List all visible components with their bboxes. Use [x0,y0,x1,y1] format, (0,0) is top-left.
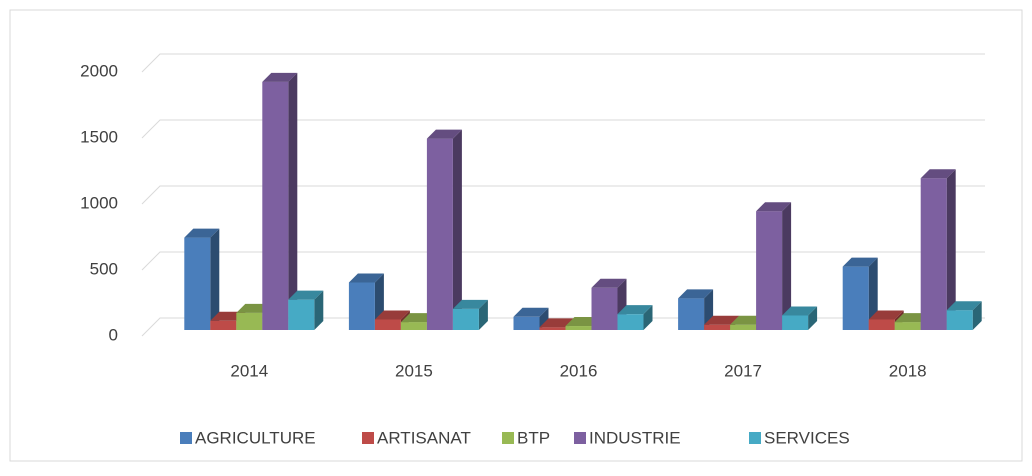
x-tick-label: 2014 [230,361,268,380]
legend-swatch [180,432,192,444]
bar-top [513,307,549,317]
bar [426,138,453,330]
grid-line [141,53,985,73]
bar-top [678,289,714,299]
y-tick-label: 500 [90,259,118,278]
x-tick-label: 2016 [560,361,598,380]
bar [210,320,237,330]
y-tick-label: 1500 [80,127,118,146]
bar [920,178,947,330]
bar-side [643,305,653,330]
y-tick-label: 2000 [80,61,118,80]
legend-label: ARTISANAT [377,428,471,447]
bar-top [842,257,878,267]
bar-top [426,129,462,139]
legend-swatch [749,432,761,444]
legend-label: SERVICES [764,428,850,447]
legend-swatch [362,432,374,444]
bar [894,322,921,330]
bar-top [452,299,488,309]
bar [591,287,618,330]
bar [678,298,705,330]
bar-top [184,228,220,238]
bar [782,315,809,330]
bar [868,319,895,330]
bar [374,319,401,330]
bar-top [704,315,740,325]
bar-side [288,72,298,330]
bar [756,211,783,330]
bar-top [288,290,324,300]
bar [842,266,869,330]
grid-line [141,119,985,139]
bar-top [262,72,298,82]
bar [539,327,566,330]
chart-frame [9,9,1023,462]
bar-side [314,290,324,330]
bar-side [452,129,462,330]
x-tick-label: 2015 [395,361,433,380]
bar [452,308,479,330]
bar-side [539,307,549,330]
bar-top [920,169,956,179]
bar [288,299,315,330]
y-tick-label: 0 [109,325,118,344]
legend-swatch [502,432,514,444]
bar [513,316,540,330]
legend-label: BTP [517,428,550,447]
bar-side [868,257,878,330]
bar [730,324,757,330]
bar [400,322,427,330]
bar-top [539,318,575,328]
bar [946,310,973,330]
bar-top [374,310,410,320]
bar [617,314,644,330]
bar-side [972,301,982,330]
bar-top [617,305,653,315]
grid-line [141,251,985,271]
bar-side [782,202,792,330]
bar-top [868,310,904,320]
bar-top [782,306,818,316]
bar [704,324,731,330]
grid-line [141,185,985,205]
bar-side [808,306,818,330]
bar-side [210,228,220,330]
bar-side [946,169,956,330]
bar [348,282,375,330]
bar [565,326,592,330]
bar-side [478,299,488,330]
y-tick-label: 1000 [80,193,118,212]
x-tick-label: 2017 [724,361,762,380]
bar-top [756,202,792,212]
legend-swatch [574,432,586,444]
x-tick-label: 2018 [889,361,927,380]
bar [184,237,211,330]
legend-label: AGRICULTURE [195,428,316,447]
bar-top [348,273,384,283]
bar [236,312,263,330]
bar-top [946,301,982,311]
bar [262,81,289,330]
legend-label: INDUSTRIE [589,428,681,447]
bar-top [591,278,627,288]
